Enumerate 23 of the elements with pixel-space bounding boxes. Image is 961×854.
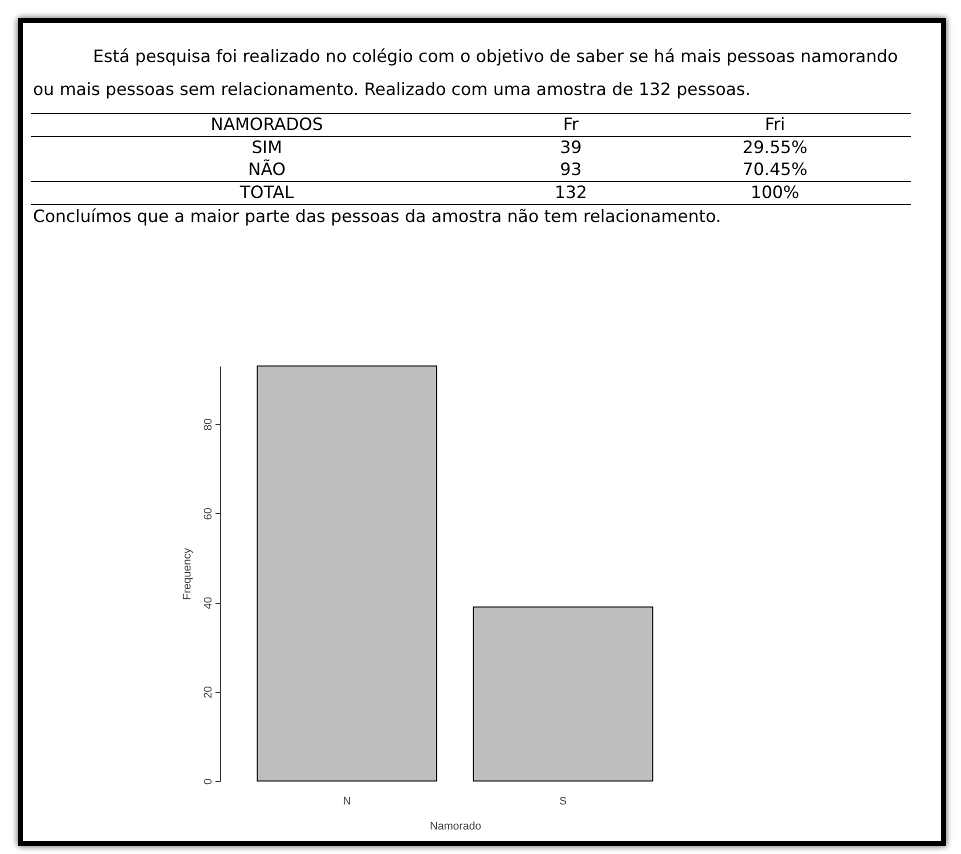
y-tick-label: 60 xyxy=(202,508,214,520)
text: 100% xyxy=(638,182,911,204)
text: 70.45% xyxy=(742,159,808,182)
y-tick-label: 80 xyxy=(202,418,214,431)
y-tick-label: 0 xyxy=(202,778,214,785)
text: SIM xyxy=(250,137,284,159)
y-tick-label: 40 xyxy=(202,596,214,610)
text: 93 xyxy=(559,159,583,182)
chart-title: Está pesquisa foi realizado no colégio com o objetivo de saber se há mais pessoas namorando ou mais pessoas sem relacionamento. Realizado com uma amostra de 132 pessoas. xyxy=(33,46,899,102)
x-axis-title: Namorado xyxy=(430,820,482,832)
chart-subtitle: Concluímos que a maior parte das pessoas da amostra não tem relacionamento. xyxy=(33,207,722,227)
text: Fr xyxy=(502,114,639,136)
y-tick-label: 20 xyxy=(202,686,214,698)
text: 29.55% xyxy=(742,137,808,159)
text: NAMORADOS xyxy=(31,114,503,136)
text: 39 xyxy=(559,137,583,159)
text: Fri xyxy=(638,114,911,136)
x-tick-label: N xyxy=(342,796,351,808)
y-axis-title: Frequency xyxy=(182,548,194,600)
x-tick-label: S xyxy=(559,796,567,808)
text: NÃO xyxy=(247,159,287,182)
text: 132 xyxy=(502,182,639,204)
text: TOTAL xyxy=(31,182,503,204)
